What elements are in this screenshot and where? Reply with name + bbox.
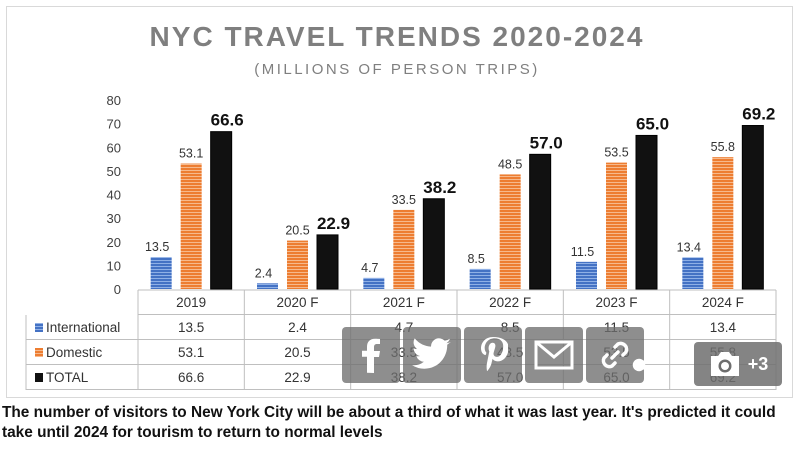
bar-international-2022-f: [469, 268, 491, 289]
bar-international-2021-f: [363, 277, 385, 289]
email-share-button[interactable]: [525, 327, 583, 383]
copy-link-button[interactable]: [586, 327, 644, 383]
y-tick-label: 80: [107, 93, 121, 108]
data-label: 66.6: [211, 111, 244, 130]
x-tick-label: 2024 F: [702, 295, 744, 310]
share-icon: [632, 346, 664, 384]
bar-international-2020-f: [257, 283, 278, 289]
bar-domestic-2020-f: [287, 240, 308, 289]
legend-label: Domestic: [46, 345, 103, 360]
table-cell: 13.5: [178, 320, 204, 335]
table-cell: 53.1: [178, 345, 204, 360]
data-label: 22.9: [317, 214, 350, 233]
bar-international-2024-f: [682, 257, 704, 289]
photo-count: +3: [747, 353, 769, 374]
table-cell: 13.4: [710, 320, 737, 335]
facebook-icon: [362, 338, 380, 373]
bar-total-2022-f: [529, 153, 552, 290]
data-label: 57.0: [530, 133, 563, 152]
bar-total-2019: [210, 131, 233, 290]
y-tick-label: 40: [107, 188, 121, 203]
x-tick-label: 2019: [176, 295, 206, 310]
data-label: 8.5: [467, 252, 484, 266]
data-label: 20.5: [285, 224, 309, 238]
bar-total-2023-f: [635, 134, 658, 290]
table-cell: 20.5: [284, 345, 310, 360]
data-label: 38.2: [423, 178, 456, 197]
data-label: 2.4: [255, 266, 272, 280]
email-icon: [534, 340, 574, 370]
y-tick-label: 50: [107, 164, 121, 179]
x-tick-label: 2023 F: [595, 295, 637, 310]
bar-total-2024-f: [741, 125, 764, 290]
data-label: 53.5: [604, 146, 628, 160]
bar-domestic-2021-f: [393, 209, 415, 289]
legend-label: TOTAL: [46, 370, 89, 385]
bar-international-2019: [150, 257, 172, 289]
bar-domestic-2019: [180, 163, 202, 289]
legend-swatch-domestic: [35, 348, 43, 357]
data-label: 13.4: [677, 240, 701, 254]
facebook-share-button[interactable]: [342, 327, 400, 383]
chart-subtitle: (MILLIONS OF PERSON TRIPS): [254, 61, 540, 78]
data-label: 13.5: [145, 240, 169, 254]
camera-icon: [710, 352, 739, 376]
x-tick-label: 2022 F: [489, 295, 531, 310]
data-label: 55.8: [711, 140, 735, 154]
data-label: 53.1: [179, 147, 203, 161]
photo-gallery-button[interactable]: +3: [694, 342, 782, 386]
chart-title: NYC TRAVEL TRENDS 2020-2024: [150, 21, 645, 52]
data-label: 4.7: [361, 261, 378, 275]
y-tick-label: 10: [107, 258, 121, 273]
bar-domestic-2024-f: [712, 157, 734, 289]
legend-label: International: [46, 320, 120, 335]
data-label: 33.5: [392, 193, 416, 207]
table-cell: 22.9: [284, 370, 310, 385]
bar-domestic-2023-f: [606, 162, 627, 289]
legend-swatch-international: [35, 323, 43, 332]
y-tick-label: 70: [107, 117, 121, 132]
x-tick-label: 2021 F: [383, 295, 425, 310]
twitter-icon: [412, 338, 451, 369]
image-caption: The number of visitors to New York City …: [2, 404, 776, 441]
y-tick-label: 0: [114, 282, 121, 297]
share-toggle-button[interactable]: [627, 345, 669, 385]
bar-total-2020-f: [316, 234, 339, 290]
bar-domestic-2022-f: [499, 174, 521, 289]
link-icon: [601, 341, 629, 369]
y-tick-label: 30: [107, 211, 121, 226]
twitter-share-button[interactable]: [403, 327, 461, 383]
bar-total-2021-f: [422, 198, 445, 290]
bar-international-2023-f: [576, 261, 597, 289]
data-label: 65.0: [636, 114, 669, 133]
pinterest-icon: [481, 337, 508, 372]
data-label: 69.2: [742, 105, 775, 124]
legend-swatch-total: [35, 373, 43, 382]
y-tick-label: 20: [107, 235, 121, 250]
y-tick-label: 60: [107, 140, 121, 155]
pinterest-share-button[interactable]: [464, 327, 522, 383]
table-cell: 2.4: [288, 320, 307, 335]
x-tick-label: 2020 F: [276, 295, 318, 310]
data-label: 48.5: [498, 157, 522, 171]
table-cell: 66.6: [178, 370, 204, 385]
data-label: 11.5: [571, 245, 594, 259]
